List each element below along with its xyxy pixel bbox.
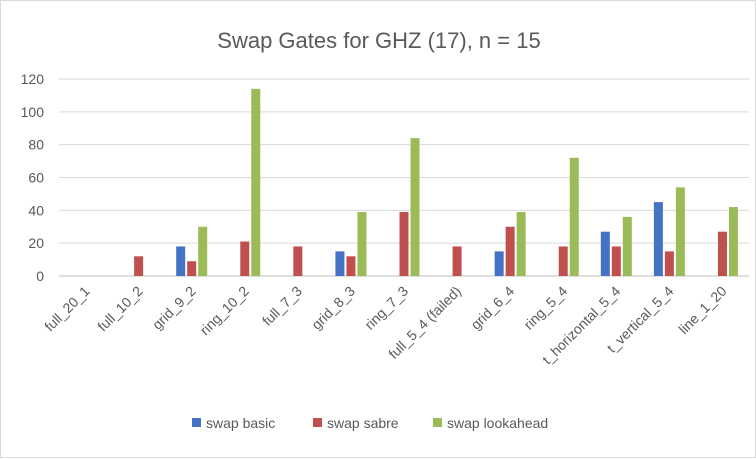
bar-swap-basic-grid_9_2 xyxy=(176,246,186,276)
bars xyxy=(134,88,738,276)
legend-swatch xyxy=(313,418,322,427)
x-tick-label: ring_5_4 xyxy=(521,283,571,333)
bar-swap-basic-t_vertical_5_4 xyxy=(653,202,663,276)
bar-swap-sabre-ring_7_3 xyxy=(399,211,409,276)
bar-swap-sabre-full_5_4-failed- xyxy=(452,246,462,276)
x-tick-label: full_20_1 xyxy=(41,283,93,335)
bar-swap-lookahead-ring_10_2 xyxy=(251,88,261,276)
bar-swap-sabre-line_1_20 xyxy=(717,231,727,276)
legend-swatch xyxy=(192,418,201,427)
bar-swap-basic-grid_6_4 xyxy=(494,251,504,276)
x-tick-label: line_1_20 xyxy=(675,283,729,337)
x-tick-label: grid_9_2 xyxy=(149,283,199,333)
bar-swap-sabre-ring_5_4 xyxy=(558,246,568,276)
bar-swap-basic-grid_8_3 xyxy=(335,251,345,276)
bar-swap-lookahead-ring_5_4 xyxy=(569,157,579,276)
y-axis: 0 20 40 60 80 100 120 xyxy=(21,71,45,284)
gridlines xyxy=(59,78,749,277)
bar-swap-sabre-t_vertical_5_4 xyxy=(664,251,674,276)
bar-swap-lookahead-t_horizontal_5_4 xyxy=(622,216,632,276)
legend-label: swap basic xyxy=(206,415,275,431)
legend: swap basic swap sabre swap lookahead xyxy=(192,415,548,431)
y-tick-label: 100 xyxy=(21,104,45,120)
legend-label: swap lookahead xyxy=(447,415,548,431)
y-tick-label: 20 xyxy=(28,235,44,251)
x-tick-label: ring_10_2 xyxy=(197,283,253,339)
y-tick-label: 60 xyxy=(28,170,44,186)
y-tick-label: 40 xyxy=(28,202,44,218)
x-tick-label: ring_7_3 xyxy=(361,283,411,333)
bar-swap-sabre-grid_6_4 xyxy=(505,226,515,276)
bar-swap-lookahead-grid_8_3 xyxy=(357,211,367,276)
x-tick-label: full_10_2 xyxy=(94,283,146,335)
x-tick-label: grid_8_3 xyxy=(308,283,358,333)
bar-swap-basic-t_horizontal_5_4 xyxy=(600,231,610,276)
legend-swatch xyxy=(433,418,442,427)
bar-swap-lookahead-grid_6_4 xyxy=(516,211,526,276)
chart-title: Swap Gates for GHZ (17), n = 15 xyxy=(217,28,540,53)
y-tick-label: 0 xyxy=(36,268,44,284)
bar-swap-sabre-grid_8_3 xyxy=(346,256,356,276)
bar-swap-lookahead-t_vertical_5_4 xyxy=(675,187,685,276)
bar-swap-sabre-full_7_3 xyxy=(293,246,303,276)
bar-swap-lookahead-line_1_20 xyxy=(728,207,738,276)
y-tick-label: 120 xyxy=(21,71,45,87)
bar-swap-lookahead-grid_9_2 xyxy=(198,226,208,276)
x-tick-label: full_7_3 xyxy=(259,283,305,329)
bar-swap-sabre-grid_9_2 xyxy=(187,261,197,276)
bar-swap-sabre-full_10_2 xyxy=(134,256,144,276)
bar-swap-sabre-t_horizontal_5_4 xyxy=(611,246,621,276)
y-tick-label: 80 xyxy=(28,137,44,153)
legend-label: swap sabre xyxy=(327,415,399,431)
x-tick-label: grid_6_4 xyxy=(467,283,517,333)
bar-swap-lookahead-ring_7_3 xyxy=(410,138,420,276)
bar-swap-sabre-ring_10_2 xyxy=(240,241,250,276)
